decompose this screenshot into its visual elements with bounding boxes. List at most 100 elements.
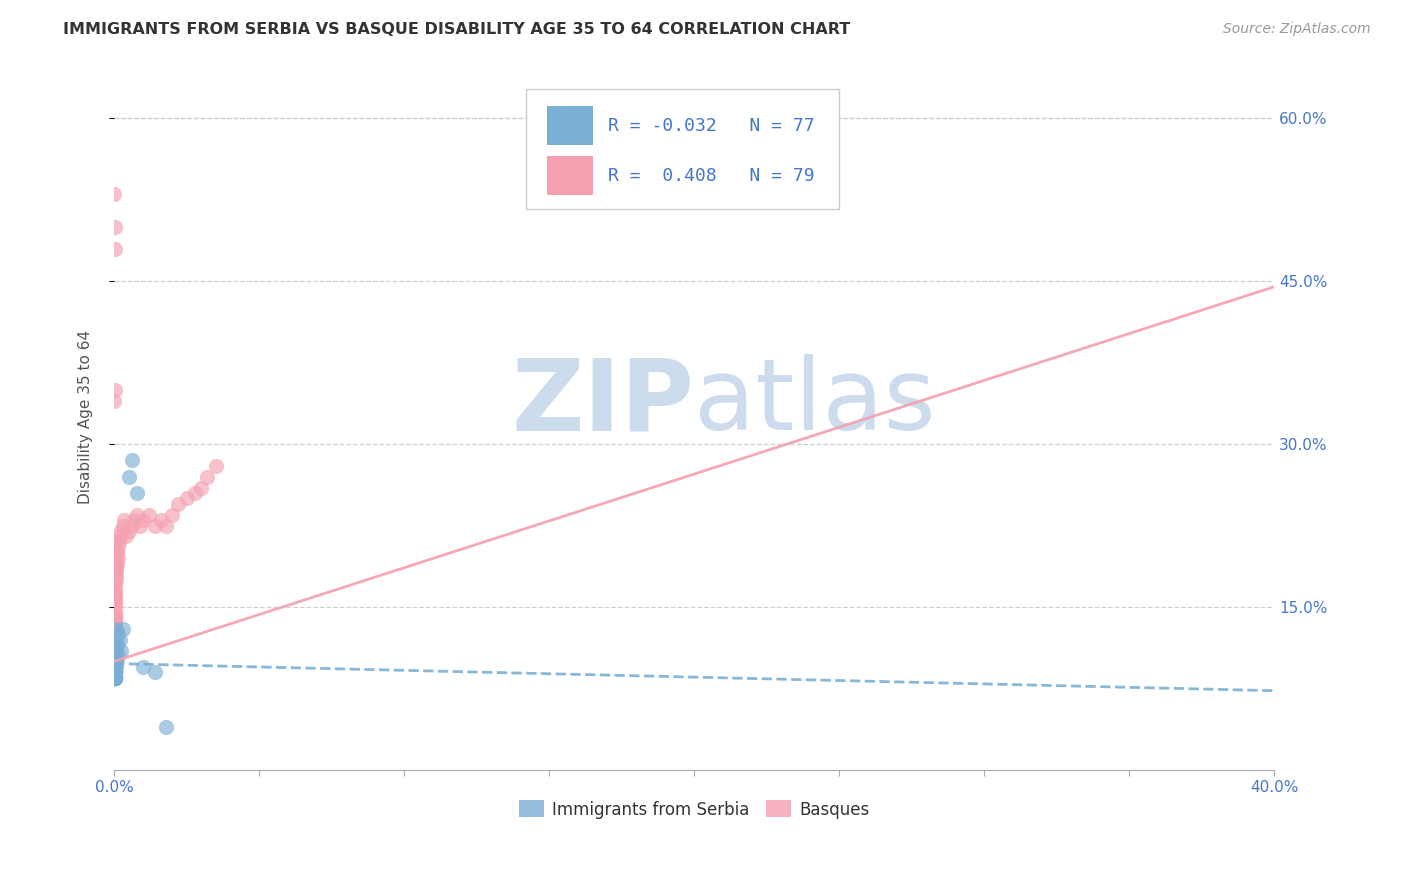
Point — [143, 518, 166, 533]
Point — [132, 513, 155, 527]
Text: IMMIGRANTS FROM SERBIA VS BASQUE DISABILITY AGE 35 TO 64 CORRELATION CHART: IMMIGRANTS FROM SERBIA VS BASQUE DISABIL… — [63, 22, 851, 37]
Point — [104, 660, 127, 674]
Point — [103, 671, 125, 685]
Point — [129, 518, 152, 533]
Point — [104, 383, 127, 397]
Point — [105, 546, 128, 560]
Point — [104, 660, 127, 674]
Point — [103, 660, 125, 674]
Point — [155, 720, 177, 734]
Point — [104, 665, 127, 680]
Point — [104, 654, 127, 668]
Point — [104, 660, 127, 674]
Point — [103, 660, 125, 674]
Point — [104, 611, 127, 625]
Point — [104, 654, 127, 668]
Point — [104, 611, 127, 625]
Point — [104, 665, 127, 680]
Point — [104, 665, 127, 680]
Point — [103, 654, 125, 668]
Text: Source: ZipAtlas.com: Source: ZipAtlas.com — [1223, 22, 1371, 37]
Point — [104, 660, 127, 674]
Point — [104, 665, 127, 680]
FancyBboxPatch shape — [547, 156, 593, 194]
Point — [103, 660, 125, 674]
Point — [103, 654, 125, 668]
Point — [103, 665, 125, 680]
Point — [104, 589, 127, 603]
Point — [104, 616, 127, 631]
Point — [104, 671, 127, 685]
Point — [104, 573, 127, 587]
Point — [104, 660, 127, 674]
Point — [104, 665, 127, 680]
Point — [103, 660, 125, 674]
FancyBboxPatch shape — [547, 106, 593, 145]
Point — [103, 648, 125, 663]
Point — [104, 643, 127, 657]
Text: R =  0.408   N = 79: R = 0.408 N = 79 — [609, 167, 815, 185]
Point — [103, 648, 125, 663]
Point — [103, 660, 125, 674]
Point — [104, 557, 127, 571]
Point — [103, 665, 125, 680]
Point — [104, 638, 127, 652]
Point — [103, 638, 125, 652]
Legend: Immigrants from Serbia, Basques: Immigrants from Serbia, Basques — [512, 794, 876, 825]
Point — [104, 665, 127, 680]
Point — [112, 513, 135, 527]
Point — [160, 508, 183, 522]
Point — [104, 671, 127, 685]
Point — [104, 219, 127, 234]
Point — [104, 654, 127, 668]
Point — [176, 491, 198, 506]
Point — [104, 671, 127, 685]
Point — [105, 622, 128, 636]
Point — [107, 648, 129, 663]
Point — [104, 622, 127, 636]
Point — [104, 589, 127, 603]
Point — [104, 583, 127, 598]
Point — [104, 654, 127, 668]
Point — [104, 654, 127, 668]
Point — [104, 611, 127, 625]
Point — [103, 660, 125, 674]
Point — [167, 497, 190, 511]
Text: atlas: atlas — [695, 354, 936, 451]
Point — [104, 660, 127, 674]
Point — [103, 665, 125, 680]
Point — [103, 671, 125, 685]
Point — [110, 643, 132, 657]
Point — [138, 508, 160, 522]
Point — [104, 660, 127, 674]
Point — [104, 660, 127, 674]
Point — [104, 654, 127, 668]
Point — [103, 535, 125, 549]
Point — [111, 622, 134, 636]
Point — [104, 595, 127, 609]
Point — [104, 660, 127, 674]
Point — [104, 567, 127, 582]
Point — [127, 486, 149, 500]
Point — [104, 671, 127, 685]
Point — [104, 648, 127, 663]
Point — [104, 654, 127, 668]
Point — [108, 535, 131, 549]
Point — [121, 518, 143, 533]
Point — [104, 660, 127, 674]
Point — [104, 562, 127, 576]
Point — [103, 660, 125, 674]
Point — [104, 600, 127, 615]
Point — [105, 632, 128, 647]
Point — [105, 557, 128, 571]
Point — [103, 665, 125, 680]
Y-axis label: Disability Age 35 to 64: Disability Age 35 to 64 — [79, 330, 93, 504]
Point — [103, 671, 125, 685]
Point — [124, 513, 146, 527]
Point — [104, 551, 127, 566]
Point — [104, 643, 127, 657]
Point — [103, 654, 125, 668]
Point — [104, 665, 127, 680]
Point — [104, 567, 127, 582]
Point — [103, 671, 125, 685]
